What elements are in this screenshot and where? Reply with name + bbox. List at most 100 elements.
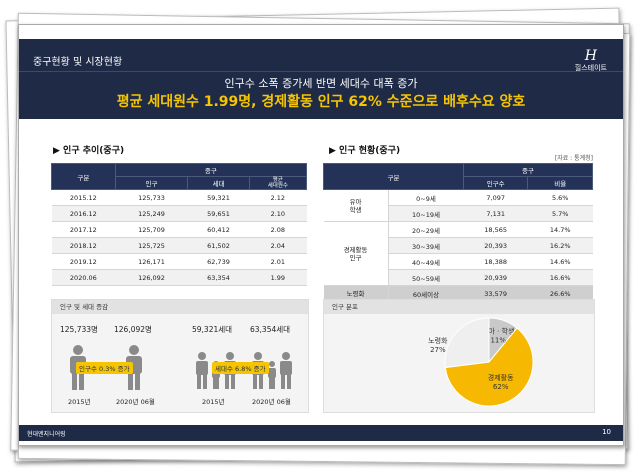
status-table: 구분 중구 인구수 비율 유아 학생 0~9세 7,097 5.6% 10~19세 7,1… [323, 163, 594, 318]
divider [19, 71, 623, 72]
table-row: 10~19세 7,131 5.7% [324, 205, 593, 222]
section-title: 중구현황 및 시장현황 [33, 57, 123, 68]
header-cell: 비율 [527, 176, 593, 190]
header-cell: 구분 [323, 163, 464, 190]
households-from: 59,321세대 [192, 325, 233, 334]
table-cell: 18,388 [463, 253, 528, 270]
header-cell: 구분 [51, 163, 116, 190]
change-panel: 인구 및 세대 증감 125,733명 126,092명 인구수 0.3% 증가… [51, 299, 309, 413]
table-cell: 50~59세 [388, 269, 464, 286]
pie-label: 유아 · 학생 [482, 326, 514, 335]
table-cell: 60,412 [187, 221, 250, 238]
table-cell: 1.99 [249, 269, 307, 286]
table-cell: 126,171 [115, 253, 188, 270]
table-cell: 40~49세 [388, 253, 464, 270]
table-cell: 20,939 [463, 269, 528, 286]
table-cell: 7,131 [463, 205, 528, 222]
table-cell: 5.7% [527, 205, 593, 222]
table-cell: 2.04 [249, 237, 307, 254]
pie-value-label: 62% [493, 383, 509, 391]
section-heading: ▶ 인구 추이(중구) [53, 146, 125, 156]
footer-company: 현대엔지니어링 [27, 431, 66, 438]
table-cell: 2.10 [249, 205, 307, 222]
header-cell: 평균 세대원수 [248, 176, 308, 190]
table-row: 노령화 60세이상 33,579 26.6% [323, 285, 593, 302]
table-row: 2015.12 125,733 59,321 2.12 [51, 189, 307, 206]
group-cell: 경제활동 인구 [323, 221, 389, 286]
panel-title: 인구 및 세대 증감 [52, 300, 308, 314]
table-cell: 126,092 [115, 269, 188, 286]
population-from: 125,733명 [60, 325, 98, 334]
table-cell: 2018.12 [51, 237, 116, 254]
table-row: 2017.12 125,709 60,412 2.08 [51, 221, 307, 238]
households-to: 63,354세대 [250, 325, 291, 334]
population-to-label: 2020년 06월 [116, 398, 155, 406]
table-cell: 20,393 [463, 237, 528, 254]
table-row: 2020.06 126,092 63,354 1.99 [51, 269, 307, 286]
households-from-label: 2015년 [202, 398, 225, 406]
population-from-label: 2015년 [68, 398, 91, 406]
table-cell: 26.6% [527, 285, 593, 302]
header-cell: 중구 [114, 163, 308, 177]
table-cell: 10~19세 [388, 205, 464, 222]
table-cell: 7,097 [463, 189, 528, 206]
table-cell: 62,739 [187, 253, 250, 270]
table-cell: 125,733 [115, 189, 188, 206]
header-cell: 인구 [114, 176, 189, 190]
subtitle: 인구수 소폭 증가세 반면 세대수 대폭 증가 [224, 77, 418, 90]
pie-label: 노령화 [428, 337, 448, 345]
table-cell: 2020.06 [51, 269, 116, 286]
table-row: 30~39세 20,393 16.2% [324, 237, 593, 254]
table-cell: 16.2% [527, 237, 593, 254]
households-to-label: 2020년 06월 [252, 398, 291, 406]
table-cell: 59,651 [187, 205, 250, 222]
headline: 평균 세대원수 1.99명, 경제활동 인구 62% 수준으로 배후수요 양호 [116, 94, 526, 110]
table-cell: 2.01 [249, 253, 307, 270]
table-cell: 14.6% [527, 253, 593, 270]
table-cell: 5.6% [527, 189, 593, 206]
footer-bar [19, 425, 623, 441]
table-cell: 125,709 [115, 221, 188, 238]
table-cell: 125,249 [115, 205, 188, 222]
pie-slice [444, 317, 490, 369]
households-note: 세대수 6.8% 증가 [212, 362, 269, 374]
page-number: 10 [602, 428, 611, 436]
header-cell: 인구수 [462, 176, 529, 190]
group-cell: 노령화 [323, 285, 389, 302]
logo-text: 힐스테이트 [574, 64, 607, 72]
logo: H 힐스테이트 [575, 49, 607, 73]
header-cell: 중구 [462, 163, 594, 177]
table-cell: 20~29세 [388, 221, 464, 238]
logo-mark: H [584, 48, 597, 64]
table-cell: 16.6% [527, 269, 593, 286]
population-to: 126,092명 [114, 325, 152, 334]
pie-value-label: 11% [490, 336, 506, 344]
pie-label: 경제활동 [488, 373, 514, 382]
header-band [19, 39, 623, 119]
table-cell: 18,565 [463, 221, 528, 238]
table-cell: 2019.12 [51, 253, 116, 270]
table-cell: 2.08 [249, 221, 307, 238]
table-cell: 63,354 [187, 269, 250, 286]
table-row: 50~59세 20,939 16.6% [324, 269, 593, 286]
panel-title: 인구 분포 [324, 300, 594, 314]
distribution-panel: 인구 분포 유아 · 학생 11% 경제활동 62% 노령화 27% [323, 299, 595, 413]
table-row: 2016.12 125,249 59,651 2.10 [51, 205, 307, 222]
table-cell: 2016.12 [51, 205, 116, 222]
trend-table: 구분 중구 인구 세대 평균 세대원수 2015.12 125,733 59,321… [51, 163, 308, 286]
table-row: 40~49세 18,388 14.6% [324, 253, 593, 270]
table-cell: 59,321 [187, 189, 250, 206]
table-cell: 61,502 [187, 237, 250, 254]
table-cell: 2015.12 [51, 189, 116, 206]
table-cell: 0~9세 [388, 189, 464, 206]
source: [자료 : 통계청] [554, 155, 593, 162]
population-note: 인구수 0.3% 증가 [76, 362, 133, 374]
table-row: 2019.12 126,171 62,739 2.01 [51, 253, 307, 270]
table-cell: 2.12 [249, 189, 307, 206]
table-row: 유아 학생 0~9세 7,097 5.6% [323, 189, 593, 222]
header-cell: 세대 [187, 176, 250, 190]
pie-slice [444, 327, 534, 407]
table-cell: 30~39세 [388, 237, 464, 254]
